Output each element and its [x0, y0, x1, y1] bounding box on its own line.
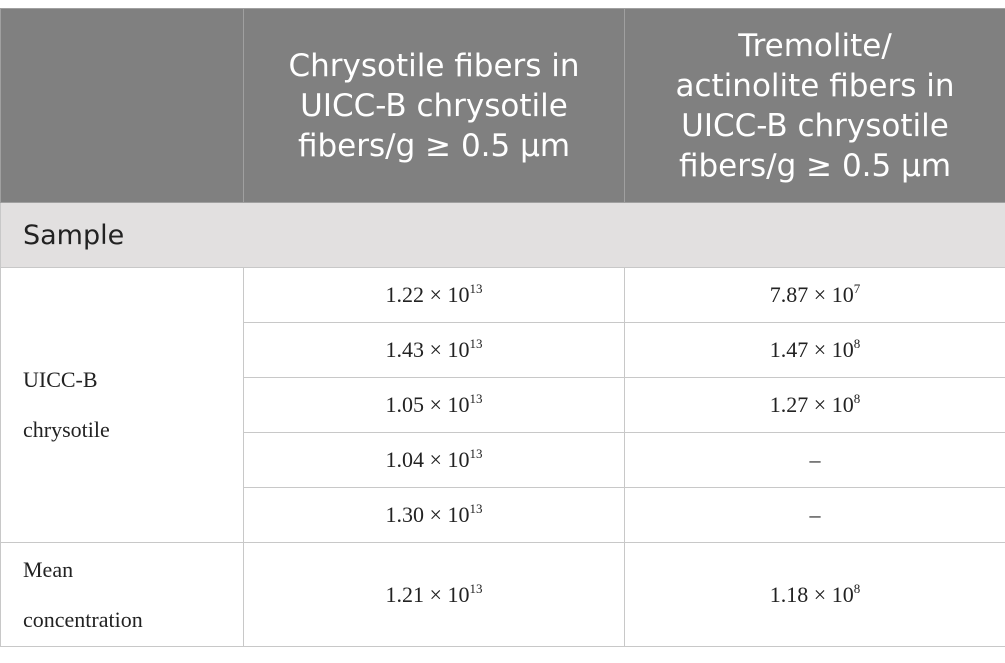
value-base: 1.21 × 10	[385, 581, 470, 607]
value-exponent: 13	[469, 391, 483, 406]
value-exponent: 8	[853, 391, 861, 406]
header-cell: Tremolite/actinolite fibers in UICC-B chr…	[624, 8, 1005, 203]
value-base: 1.04 × 10	[385, 447, 470, 472]
header-text: UICC-B chrysotile	[681, 107, 949, 144]
value-exponent: 13	[469, 446, 483, 461]
header-text: UICC-B chrysotile	[300, 87, 568, 124]
section-cell: Sample	[0, 202, 1005, 268]
value-cell: 7.87 × 107	[624, 267, 1005, 323]
value-cell: –	[624, 432, 1005, 488]
value-exponent: 13	[469, 281, 483, 296]
value-base: –	[809, 502, 821, 527]
group-label: concentration	[23, 606, 143, 632]
value-base: 1.43 × 10	[385, 337, 470, 362]
header-text: actinolite fibers in	[675, 67, 955, 104]
value-cell: 1.27 × 108	[624, 377, 1005, 433]
header-cell: Chrysotile fibers in UICC-B chrysotile fib…	[243, 8, 625, 203]
header-text: fibers/g ≥ 0.5 μm	[678, 147, 952, 184]
header-cell	[0, 8, 244, 203]
header-text: Tremolite/	[738, 27, 892, 64]
data-row: UICC-B chrysotile 1.22 × 1013 7.87 × 107	[0, 267, 1005, 543]
value-base: 1.27 × 10	[769, 392, 854, 417]
group-label-cell: Mean concentration	[0, 542, 244, 647]
value-base: 1.05 × 10	[385, 392, 470, 417]
data-table: Chrysotile fibers in UICC-B chrysotile fib…	[0, 8, 1005, 647]
value-base: –	[809, 447, 821, 472]
value-exponent: 8	[853, 336, 861, 351]
group-label: Mean	[23, 556, 74, 582]
value-cell: 1.43 × 1013	[243, 322, 625, 378]
value-cell: 1.04 × 1013	[243, 432, 625, 488]
value-base: 1.22 × 10	[385, 282, 470, 307]
value-cell: 1.30 × 1013	[243, 487, 625, 543]
data-row: 1.43 × 1013 1.47 × 108	[1, 322, 1005, 378]
value-base: 1.47 × 10	[769, 337, 854, 362]
value-cell: 1.18 × 108	[624, 542, 1005, 647]
header-row: Chrysotile fibers in UICC-B chrysotile fib…	[0, 8, 1005, 203]
group-label-cell: UICC-B chrysotile	[0, 267, 244, 543]
group-label: chrysotile	[23, 417, 110, 442]
header-text: Chrysotile fibers in	[288, 47, 580, 84]
value-base: 7.87 × 10	[769, 282, 854, 307]
data-row: Mean concentration 1.21 × 1013 1.18 × 108	[0, 542, 1005, 647]
value-cell: 1.21 × 1013	[243, 542, 625, 647]
data-row: 1.04 × 1013 –	[1, 432, 1005, 488]
value-exponent: 13	[469, 580, 483, 596]
value-cell: 1.22 × 1013	[243, 267, 625, 323]
value-exponent: 13	[469, 501, 483, 516]
value-cell: –	[624, 487, 1005, 543]
value-base: 1.30 × 10	[385, 502, 470, 527]
value-exponent: 8	[853, 580, 861, 596]
value-exponent: 7	[853, 281, 861, 296]
data-row: 1.30 × 1013 –	[1, 487, 1005, 543]
value-cell: 1.05 × 1013	[243, 377, 625, 433]
value-exponent: 13	[469, 336, 483, 351]
group-label: UICC-B	[23, 367, 98, 392]
header-text: fibers/g ≥ 0.5 μm	[297, 127, 571, 164]
value-cell: 1.47 × 108	[624, 322, 1005, 378]
section-label: Sample	[23, 219, 125, 251]
value-base: 1.18 × 10	[769, 581, 854, 607]
section-row: Sample	[0, 202, 1005, 268]
